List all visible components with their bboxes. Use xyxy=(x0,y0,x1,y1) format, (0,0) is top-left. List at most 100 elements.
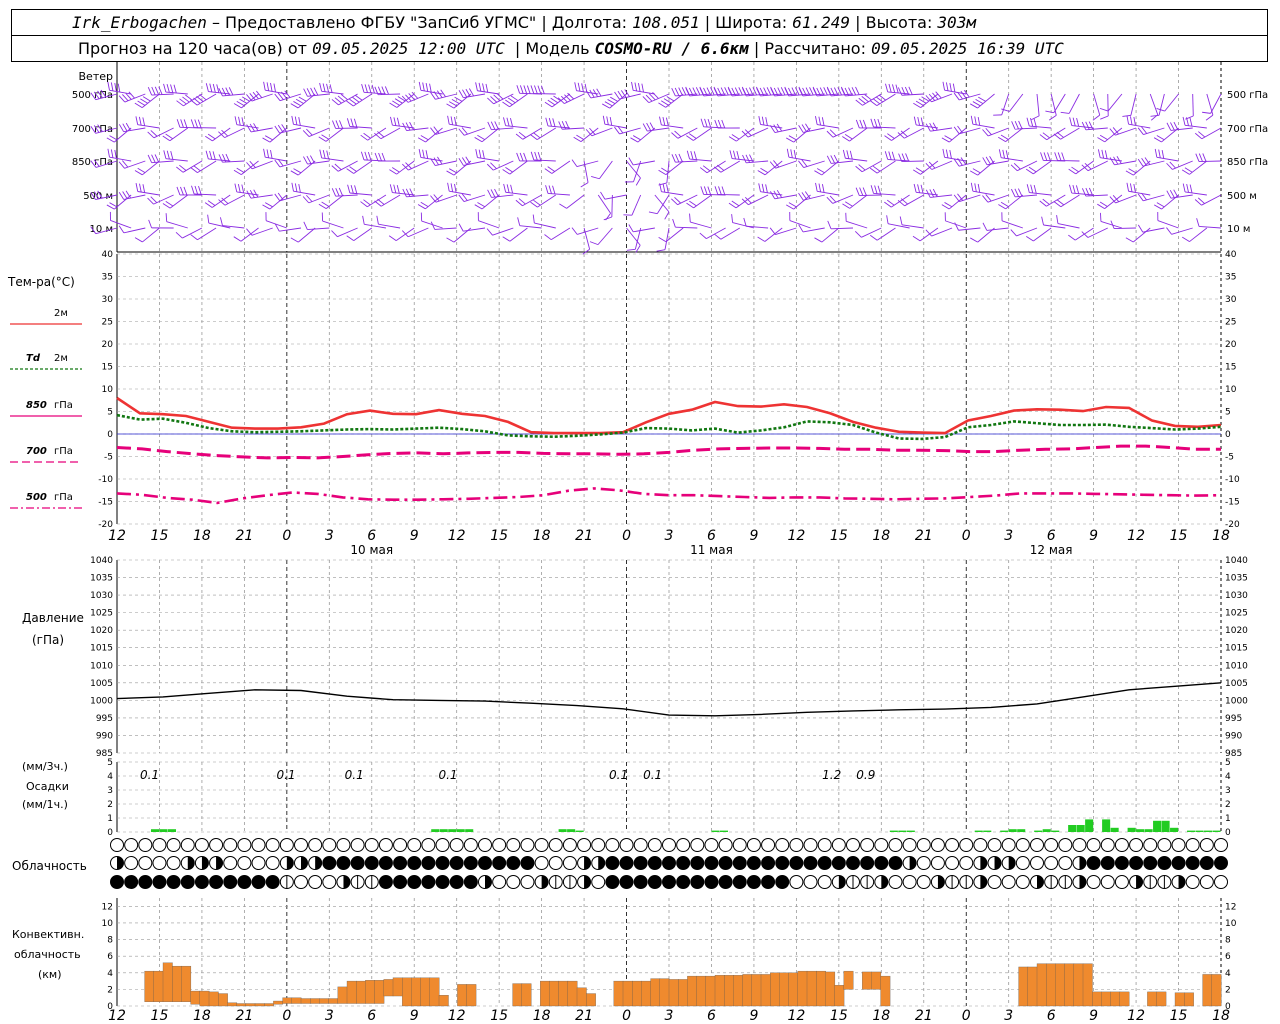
wind-barb-feather xyxy=(165,201,174,207)
wind-barb-feather xyxy=(148,219,153,229)
wind-barb xyxy=(774,93,797,97)
wind-barb-feather xyxy=(620,90,627,98)
wind-barb-feather xyxy=(478,149,482,159)
wind-barb-feather xyxy=(693,151,697,160)
conv-bar xyxy=(236,1003,247,1007)
wind-barb xyxy=(1071,192,1094,196)
wind-barb-feather xyxy=(688,133,697,139)
cloud-half xyxy=(584,856,591,870)
cloud-half xyxy=(598,856,605,870)
wind-barb-feather xyxy=(953,92,960,101)
wind-barb-feather xyxy=(97,124,103,132)
wind-barb-feather xyxy=(458,194,465,202)
conv-bar xyxy=(245,1003,256,1007)
wind-barb-feather xyxy=(1104,150,1108,159)
wind-barb-feather xyxy=(982,222,988,231)
wind-barb-feather xyxy=(179,164,187,171)
wind-barb-feather xyxy=(690,150,694,160)
cloud-circle xyxy=(1199,875,1214,889)
wind-barb-feather xyxy=(401,163,409,171)
wind-barb-feather xyxy=(738,87,743,96)
wind-barb xyxy=(509,93,528,108)
cloud-circle xyxy=(152,838,167,852)
wind-barb xyxy=(920,160,939,175)
cloud-circle xyxy=(548,856,563,870)
wind-barb-feather xyxy=(135,183,139,192)
wind-barb-feather xyxy=(1040,152,1044,161)
wind-barb-feather xyxy=(510,184,514,194)
wind-barb-feather xyxy=(550,97,559,104)
cloud-circle xyxy=(831,856,846,870)
wind-barb-feather xyxy=(596,88,602,97)
hour-tick-label: 21 xyxy=(575,528,593,544)
wind-barb-feather xyxy=(585,129,593,137)
wind-barb-feather xyxy=(374,200,382,207)
wind-barb-feather xyxy=(571,227,578,235)
wind-barb-feather xyxy=(805,123,811,132)
wind-barb xyxy=(675,160,698,163)
cloud-half xyxy=(937,875,945,889)
wind-barb-feather xyxy=(548,117,552,127)
wind-barb-feather xyxy=(450,116,454,125)
wind-barb-feather xyxy=(510,95,519,102)
wind-barb-feather xyxy=(544,168,553,174)
wind-barb-feather xyxy=(179,98,187,105)
lon-value: 108.051 xyxy=(632,13,700,32)
wind-barb xyxy=(222,160,245,163)
wind-barb-feather xyxy=(391,167,400,173)
cloud-circle xyxy=(1171,856,1186,870)
wind-barb-feather xyxy=(920,117,924,127)
wind-barb-feather xyxy=(716,164,725,171)
wind-barb xyxy=(435,194,457,203)
hour-tick-label: 15 xyxy=(490,1008,508,1024)
wind-barb xyxy=(151,93,174,96)
conv-bar xyxy=(696,975,707,1007)
wind-barb xyxy=(720,227,740,240)
hour-tick-label: 3 xyxy=(325,528,334,544)
wind-barb-feather xyxy=(686,150,690,160)
wind-barb-feather xyxy=(727,88,733,97)
cloud-circle xyxy=(987,838,1002,852)
wind-barb-feather xyxy=(140,98,148,104)
wind-barb-feather xyxy=(290,170,299,176)
conv-bar xyxy=(1092,991,1102,1007)
conv-unit: (км) xyxy=(38,968,62,981)
wind-barb-feather xyxy=(544,101,553,108)
wind-barb-feather xyxy=(545,185,549,194)
wind-barb-feather xyxy=(246,124,252,133)
precip-bar xyxy=(448,829,457,832)
wind-barb-feather xyxy=(154,154,160,163)
wind-barb-feather xyxy=(137,100,146,106)
wind-barb-feather xyxy=(929,189,935,198)
precip-bar xyxy=(898,830,907,832)
cloud-circle xyxy=(506,856,521,870)
wind-barb-feather xyxy=(920,184,924,194)
wind-barb-feather xyxy=(663,98,672,104)
wind-barb-feather xyxy=(604,101,613,107)
wind-barb-feather xyxy=(446,237,455,243)
wind-barb-feather xyxy=(447,115,450,125)
wind-barb-feather xyxy=(1109,157,1115,166)
wind-barb-feather xyxy=(418,149,422,158)
cloud-circle xyxy=(746,838,761,852)
wind-barb-feather xyxy=(818,183,822,193)
wind-barb-feather xyxy=(637,83,641,92)
wind-barb-feather xyxy=(253,123,259,131)
lat-label: | Широта: xyxy=(704,13,788,32)
wind-barb-feather xyxy=(90,92,97,100)
wind-barb-feather xyxy=(1068,234,1076,241)
wind-barb-feather xyxy=(478,82,482,92)
wind-barb-feather xyxy=(90,160,97,168)
precip-bar xyxy=(1161,820,1170,832)
wind-barb-feather xyxy=(591,176,600,180)
hour-tick-label: 21 xyxy=(575,1008,593,1024)
wind-barb xyxy=(775,227,797,235)
cloud-circle xyxy=(393,856,408,870)
cloud-circle xyxy=(421,875,436,889)
conv-bar xyxy=(1064,963,1075,1007)
wind-barb-feather xyxy=(1043,152,1048,161)
wind-barb xyxy=(1009,93,1024,112)
wind-barb-feather xyxy=(205,150,209,160)
cloud-circle xyxy=(492,875,507,889)
cloud-circle xyxy=(633,856,648,870)
